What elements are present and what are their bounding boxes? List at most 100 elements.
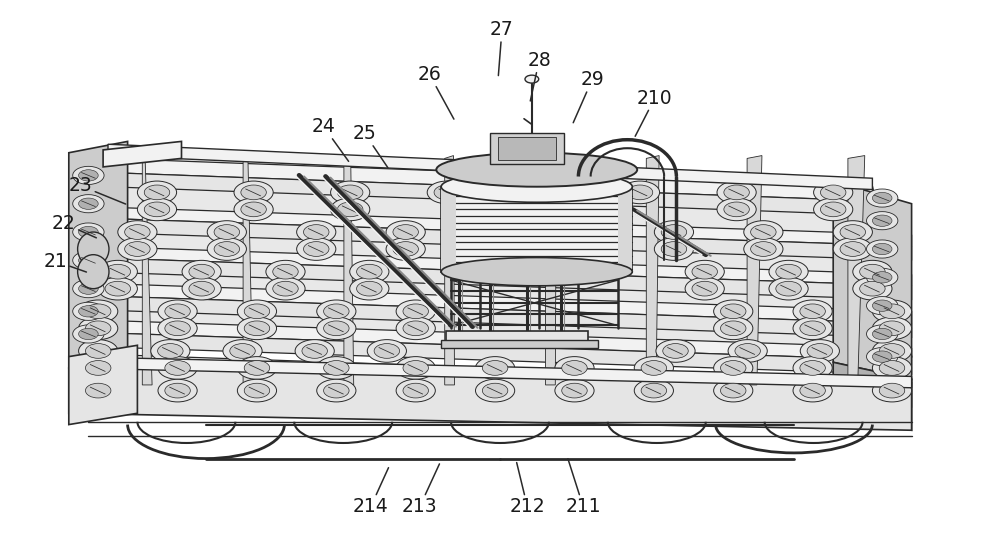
Circle shape	[189, 264, 214, 279]
Circle shape	[266, 277, 305, 300]
Polygon shape	[88, 153, 912, 357]
Circle shape	[396, 357, 435, 379]
Circle shape	[241, 202, 266, 217]
Circle shape	[158, 344, 183, 358]
Circle shape	[860, 264, 885, 279]
Circle shape	[214, 242, 240, 256]
Polygon shape	[88, 283, 912, 324]
Circle shape	[872, 300, 892, 311]
Circle shape	[685, 260, 724, 283]
Circle shape	[685, 277, 724, 300]
Circle shape	[807, 344, 833, 358]
Circle shape	[720, 361, 746, 376]
Polygon shape	[88, 246, 912, 286]
Circle shape	[872, 340, 912, 362]
Circle shape	[728, 340, 767, 362]
Circle shape	[840, 225, 866, 239]
Circle shape	[98, 277, 137, 300]
Circle shape	[234, 181, 273, 204]
Ellipse shape	[78, 255, 109, 289]
Circle shape	[872, 272, 892, 283]
Polygon shape	[490, 133, 564, 164]
Circle shape	[735, 344, 760, 358]
Circle shape	[661, 225, 687, 239]
Circle shape	[273, 264, 298, 279]
Circle shape	[793, 317, 832, 340]
Text: 21: 21	[43, 251, 86, 272]
Circle shape	[525, 75, 539, 83]
Polygon shape	[446, 331, 588, 341]
Ellipse shape	[436, 153, 637, 187]
Circle shape	[853, 260, 892, 283]
Circle shape	[724, 202, 749, 217]
Circle shape	[476, 379, 515, 402]
Circle shape	[79, 170, 98, 181]
Polygon shape	[243, 155, 253, 385]
Circle shape	[73, 223, 104, 241]
Circle shape	[165, 383, 190, 398]
Text: 23: 23	[69, 176, 126, 204]
Circle shape	[403, 383, 428, 398]
Circle shape	[820, 185, 846, 200]
Circle shape	[434, 185, 460, 200]
Circle shape	[396, 317, 435, 340]
Circle shape	[214, 225, 240, 239]
Circle shape	[717, 198, 756, 221]
Circle shape	[386, 238, 425, 260]
Ellipse shape	[441, 257, 632, 286]
Polygon shape	[441, 340, 598, 348]
Circle shape	[860, 281, 885, 296]
Circle shape	[118, 238, 157, 260]
Circle shape	[661, 242, 687, 256]
Circle shape	[872, 192, 892, 204]
Circle shape	[182, 277, 221, 300]
Circle shape	[105, 264, 131, 279]
Circle shape	[751, 242, 776, 256]
Circle shape	[85, 361, 111, 376]
Circle shape	[189, 281, 214, 296]
Circle shape	[317, 300, 356, 323]
Circle shape	[79, 306, 98, 317]
Polygon shape	[747, 155, 762, 385]
Circle shape	[867, 268, 898, 287]
Circle shape	[692, 281, 717, 296]
Circle shape	[872, 215, 892, 226]
Circle shape	[118, 221, 157, 243]
Circle shape	[403, 321, 428, 335]
Ellipse shape	[441, 171, 632, 202]
Circle shape	[234, 198, 273, 221]
Circle shape	[714, 317, 753, 340]
Circle shape	[872, 379, 912, 402]
Circle shape	[769, 260, 808, 283]
Circle shape	[531, 185, 556, 200]
Circle shape	[73, 195, 104, 213]
Circle shape	[714, 300, 753, 323]
Circle shape	[482, 361, 508, 376]
Circle shape	[396, 379, 435, 402]
Circle shape	[524, 181, 563, 204]
Circle shape	[867, 211, 898, 230]
Circle shape	[302, 344, 327, 358]
Circle shape	[833, 221, 872, 243]
Circle shape	[144, 185, 170, 200]
Circle shape	[79, 340, 118, 362]
Circle shape	[337, 202, 363, 217]
Circle shape	[654, 238, 694, 260]
Circle shape	[482, 383, 508, 398]
Polygon shape	[618, 187, 632, 272]
Circle shape	[692, 264, 717, 279]
Circle shape	[324, 383, 349, 398]
Circle shape	[158, 357, 197, 379]
Circle shape	[627, 185, 653, 200]
Circle shape	[182, 260, 221, 283]
Text: 25: 25	[353, 124, 388, 168]
Circle shape	[324, 321, 349, 335]
Circle shape	[396, 300, 435, 323]
Circle shape	[125, 225, 150, 239]
Circle shape	[879, 321, 905, 335]
Circle shape	[317, 357, 356, 379]
Circle shape	[386, 221, 425, 243]
Polygon shape	[441, 187, 456, 272]
Circle shape	[656, 340, 695, 362]
Polygon shape	[69, 368, 912, 430]
